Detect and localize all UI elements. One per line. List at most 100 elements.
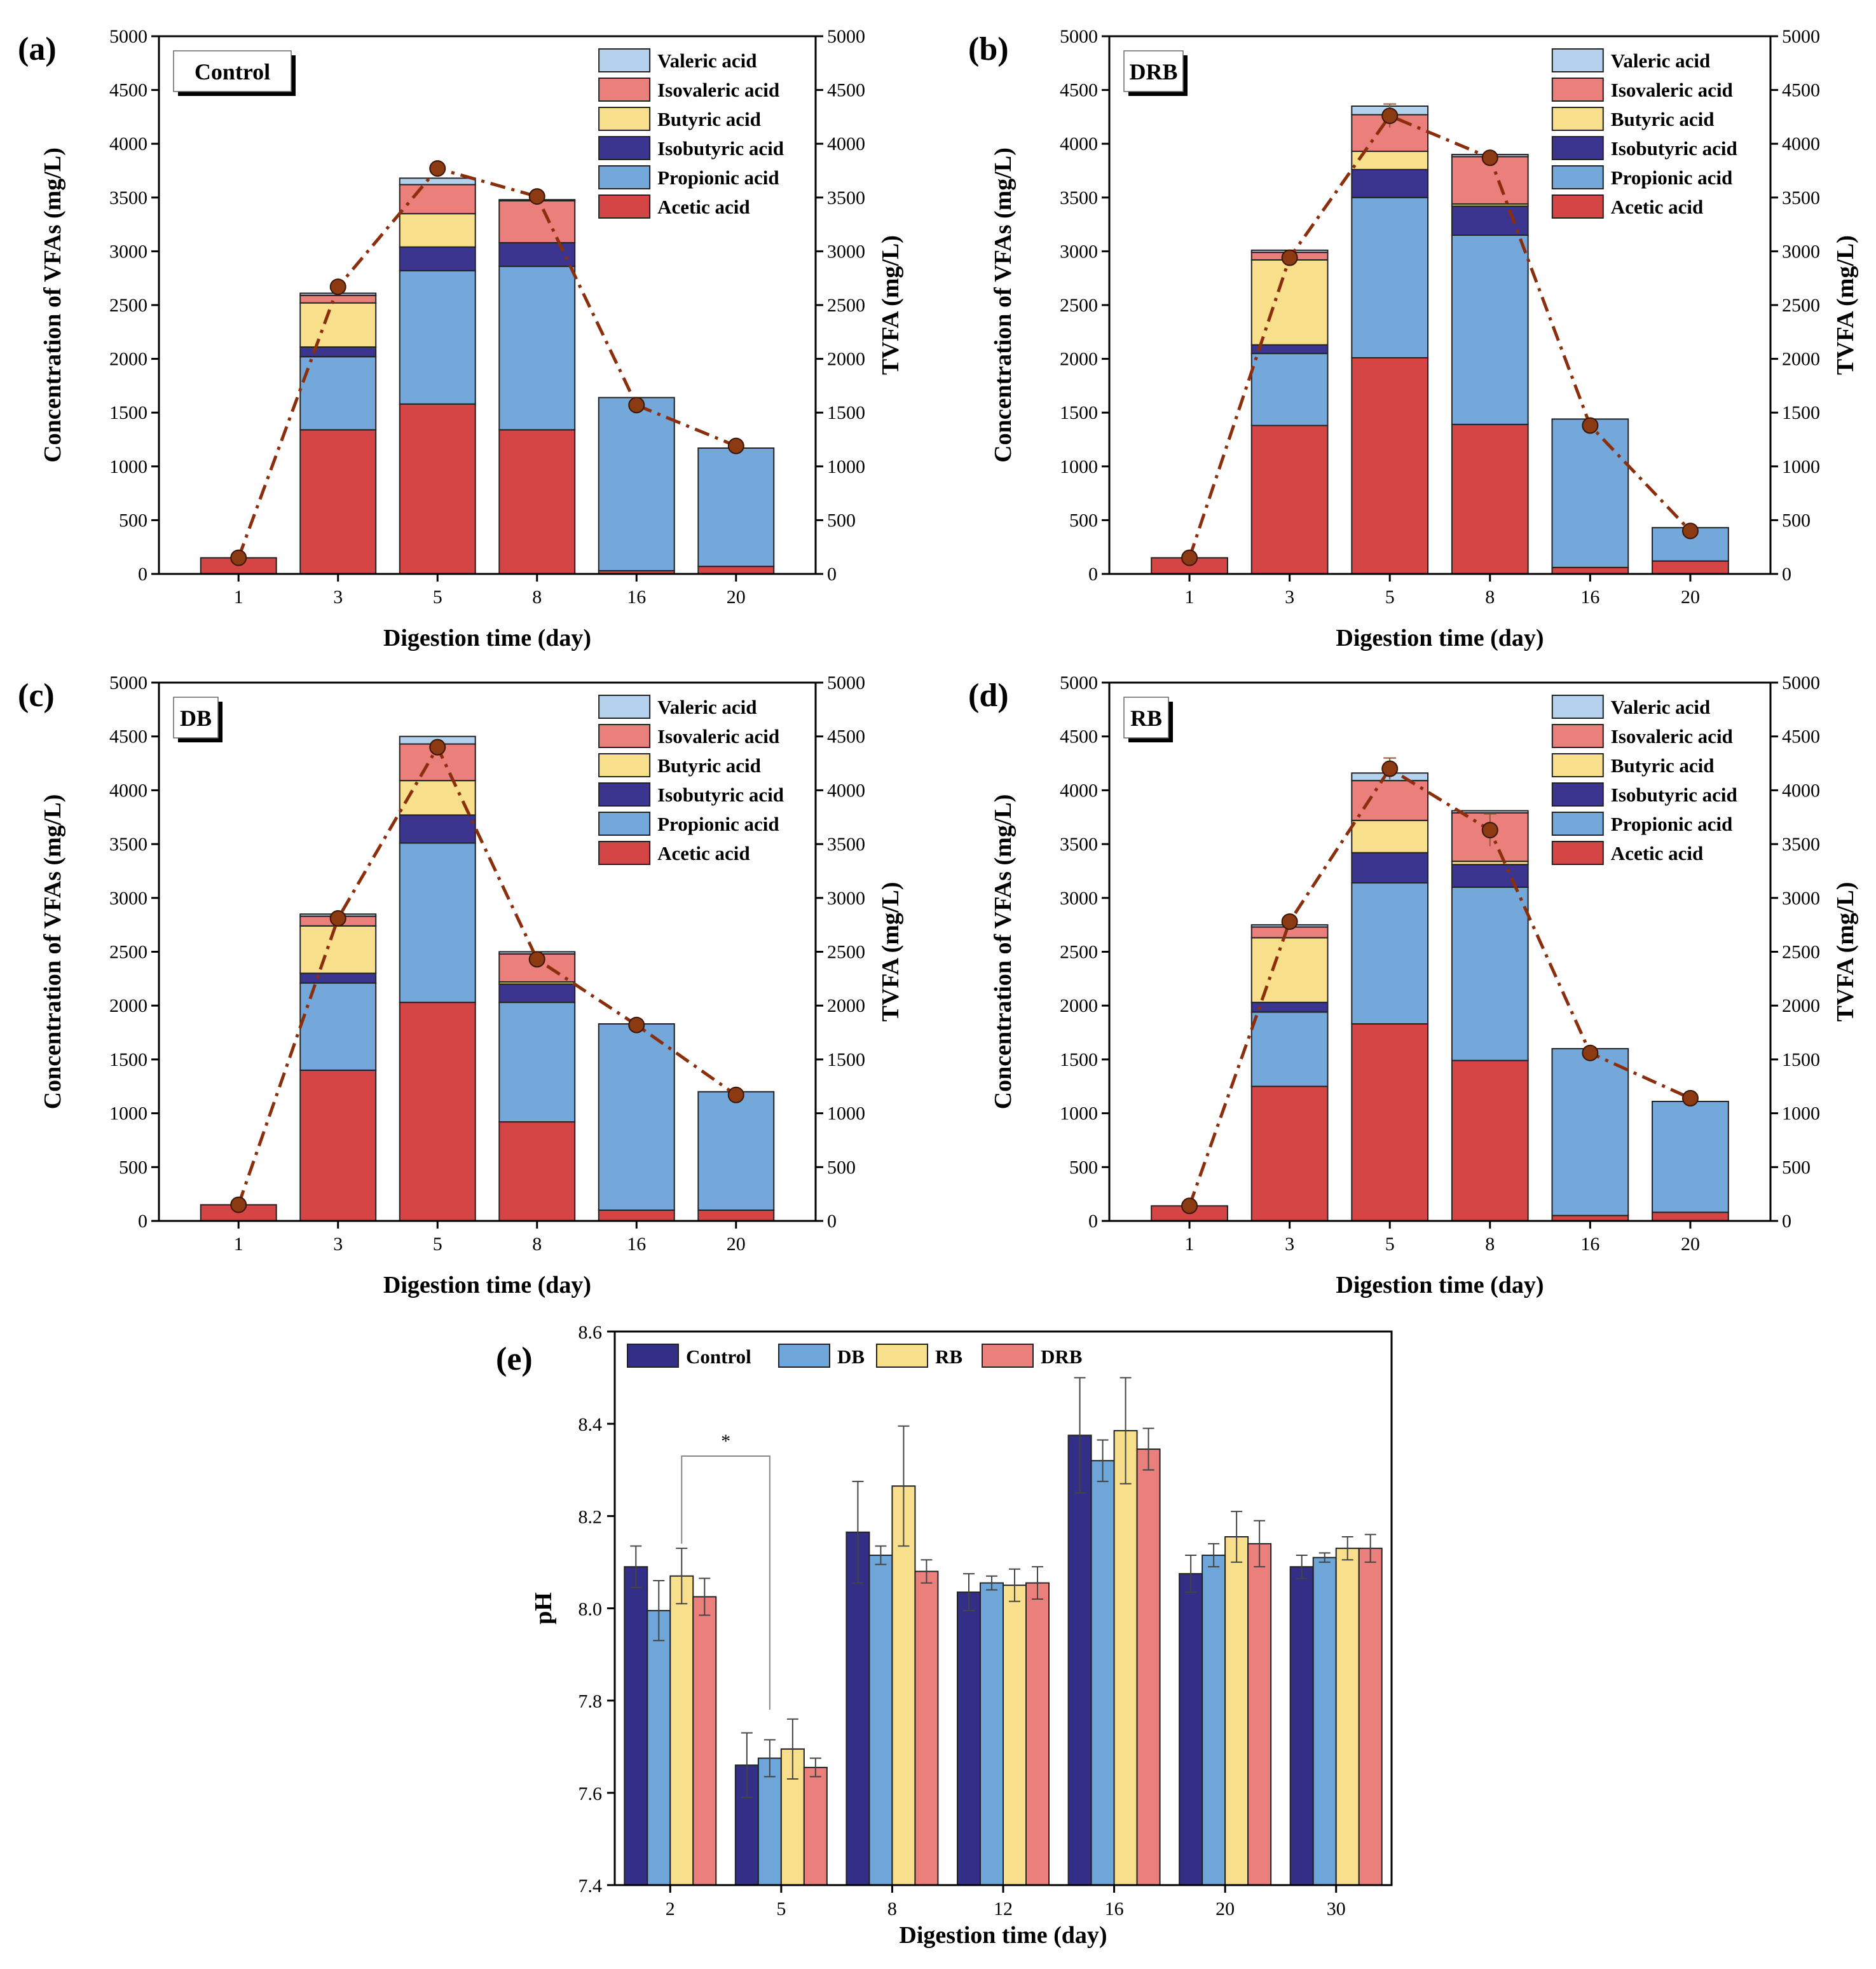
y-tick-label: 2500 [1060, 295, 1098, 316]
y-tick-label: 2000 [109, 995, 147, 1016]
y2-tick-label: 2500 [827, 295, 865, 316]
x-tick-label: 5 [776, 1898, 786, 1919]
y2-axis-title: TVFA (mg/L) [1832, 235, 1859, 375]
y-tick-label: 1500 [109, 402, 147, 423]
legend-swatch-isovaleric [1551, 724, 1604, 748]
y-axis-title: Concentration of VFAs (mg/L) [990, 794, 1017, 1110]
x-tick-label: 20 [1215, 1898, 1235, 1919]
y-tick-label: 1000 [109, 456, 147, 477]
legend-swatch-acetic [598, 841, 651, 865]
y2-tick-label: 5000 [827, 26, 865, 47]
y2-tick-label: 3000 [827, 888, 865, 909]
x-tick-label: 1 [1185, 1234, 1195, 1255]
y-tick-label: 8.2 [579, 1506, 603, 1527]
legend-label-propionic: Propionic acid [657, 813, 779, 835]
legend-swatch-db [778, 1344, 830, 1368]
y-tick-label: 3000 [1060, 888, 1098, 909]
y-tick-label: 2000 [1060, 995, 1098, 1016]
legend-swatch-isovaleric [598, 724, 651, 748]
bar-butyric-day-3 [299, 925, 377, 974]
legend-label-isovaleric: Isovaleric acid [1611, 79, 1733, 101]
y-tick-label: 2000 [1060, 349, 1098, 370]
ph-bar-rb-day-8 [891, 1485, 916, 1886]
y2-tick-label: 0 [827, 564, 837, 585]
bar-butyric-day-3 [1250, 259, 1329, 346]
y2-tick-label: 0 [827, 1211, 837, 1232]
legend-swatch-butyric [1551, 753, 1604, 777]
legend-swatch-butyric [598, 107, 651, 131]
ph-bar-drb-day-8 [914, 1570, 939, 1886]
bar-isobutyric-day-3 [299, 972, 377, 984]
panel-control: 0 0 500 500 1000 1000 1500 1500 2000 2000 2500 2500… [18, 26, 904, 651]
bar-propionic-day-5 [1351, 882, 1429, 1025]
legend-label-propionic: Propionic acid [1611, 813, 1732, 835]
y-tick-label: 7.6 [579, 1783, 603, 1804]
panel-label: (c) [18, 678, 55, 714]
y-tick-label: 500 [119, 1157, 147, 1178]
y2-tick-label: 3500 [1782, 834, 1820, 855]
bar-acetic-day-5 [1351, 1023, 1429, 1222]
bar-propionic-day-3 [299, 356, 377, 431]
legend-label-rb: RB [935, 1346, 962, 1368]
legend-label-butyric: Butyric acid [1611, 754, 1715, 777]
tvfa-point-day-1 [230, 549, 247, 566]
tvfa-point-day-1 [1181, 1197, 1198, 1215]
bar-propionic-day-20 [1652, 1100, 1729, 1213]
x-tick-label: 5 [433, 1234, 442, 1255]
ph-bar-rb-day-16 [1113, 1430, 1138, 1886]
tvfa-point-day-1 [1181, 549, 1198, 566]
label-box [173, 50, 292, 92]
y-tick-label: 5000 [109, 672, 147, 693]
legend-label-acetic: Acetic acid [1611, 196, 1703, 218]
y2-tick-label: 3000 [827, 241, 865, 262]
bar-butyric-day-3 [299, 302, 377, 348]
legend-swatch-control [627, 1344, 679, 1368]
y-tick-label: 3000 [109, 241, 147, 262]
ph-bar-rb-day-30 [1335, 1548, 1360, 1886]
significance-marker: * [721, 1431, 730, 1452]
bar-isovaleric-day-5 [399, 184, 476, 215]
x-tick-label: 16 [1580, 1234, 1599, 1255]
label-box [173, 697, 219, 739]
legend-label-valeric: Valeric acid [657, 696, 757, 718]
tvfa-line [1188, 114, 1692, 559]
y-tick-label: 2500 [109, 942, 147, 963]
y2-tick-label: 2500 [1782, 295, 1820, 316]
y2-tick-label: 1500 [827, 402, 865, 423]
tvfa-point-day-8 [528, 951, 545, 968]
y-tick-label: 3500 [1060, 834, 1098, 855]
legend-swatch-drb [982, 1344, 1034, 1368]
y-tick-label: 4500 [1060, 80, 1098, 101]
bar-isobutyric-day-3 [1250, 1002, 1329, 1013]
bar-propionic-day-16 [598, 1023, 675, 1211]
y2-tick-label: 2000 [827, 349, 865, 370]
legend-label-isovaleric: Isovaleric acid [1611, 725, 1733, 747]
legend-label-isovaleric: Isovaleric acid [657, 79, 779, 101]
y2-tick-label: 1000 [1782, 456, 1820, 477]
bar-acetic-day-3 [299, 1069, 377, 1222]
y2-tick-label: 500 [827, 1157, 856, 1178]
bar-acetic-day-3 [1250, 425, 1329, 575]
legend-swatch-acetic [1551, 194, 1604, 219]
x-tick-label: 20 [727, 587, 746, 608]
legend-label-acetic: Acetic acid [657, 196, 750, 218]
y2-tick-label: 500 [827, 510, 856, 531]
tvfa-point-day-20 [1681, 1089, 1699, 1107]
y-tick-label: 0 [138, 564, 147, 585]
legend-label-isobutyric: Isobutyric acid [657, 137, 784, 160]
treatment-label: Control [195, 59, 270, 85]
y-tick-label: 3000 [1060, 241, 1098, 262]
tvfa-point-day-20 [1681, 522, 1699, 540]
y2-tick-label: 2500 [1782, 942, 1820, 963]
y2-tick-label: 4000 [827, 133, 865, 154]
bar-isobutyric-day-3 [1250, 344, 1329, 355]
tvfa-point-day-16 [1582, 417, 1599, 434]
y2-tick-label: 0 [1782, 1211, 1791, 1232]
legend-swatch-propionic [1551, 165, 1604, 189]
ph-bar-drb-day-2 [692, 1596, 717, 1886]
x-tick-label: 16 [627, 1234, 646, 1255]
tvfa-point-day-20 [727, 437, 744, 454]
x-tick-label: 3 [333, 1234, 343, 1255]
ph-bar-control-day-20 [1179, 1573, 1203, 1886]
y-tick-label: 2500 [109, 295, 147, 316]
